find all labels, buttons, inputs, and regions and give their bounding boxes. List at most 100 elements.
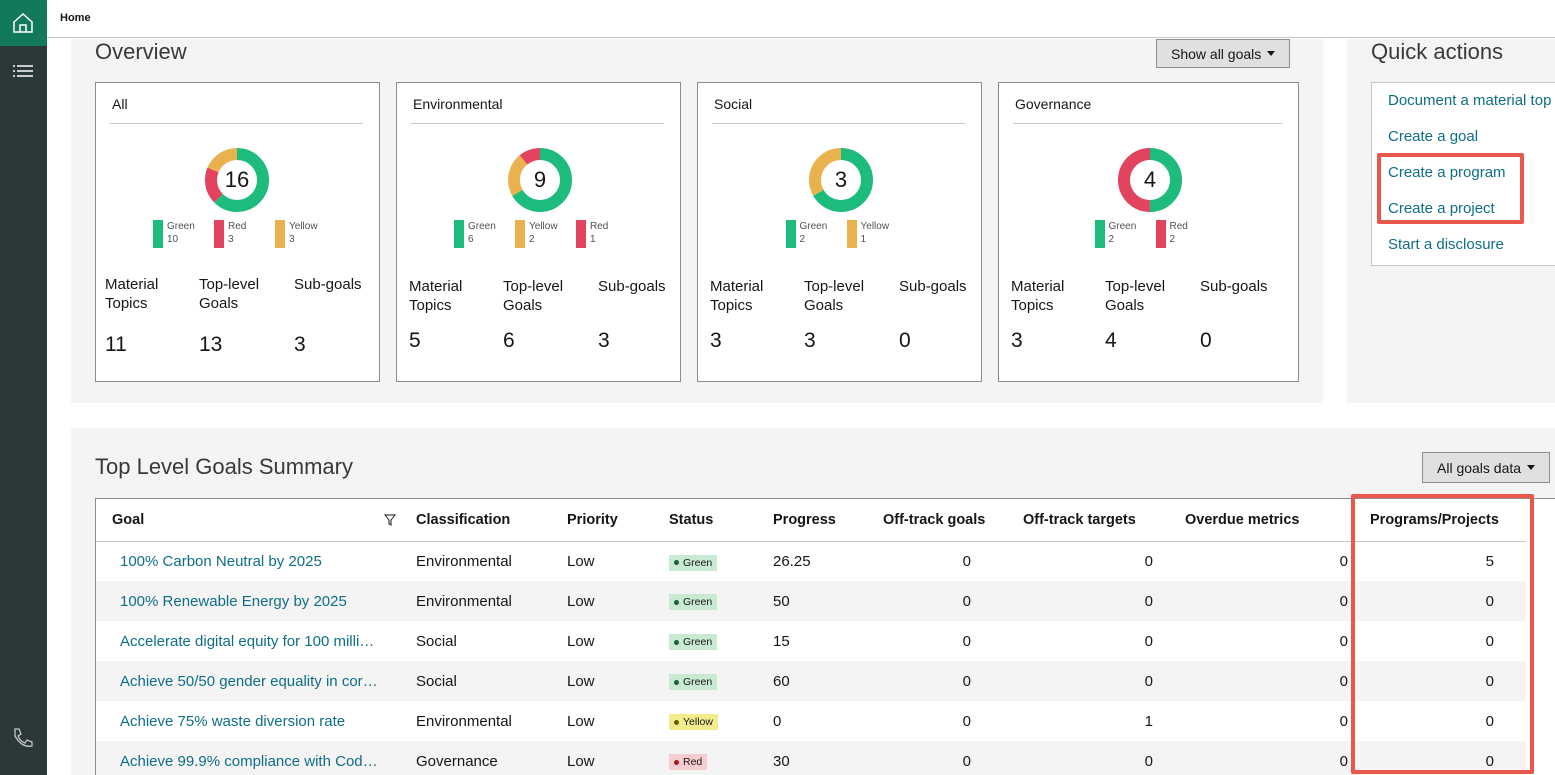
donut: 4: [1117, 148, 1182, 212]
table-cell: Green: [669, 541, 773, 581]
quick-action-link[interactable]: Create a program: [1388, 164, 1506, 181]
legend-name: Yellow: [860, 221, 890, 232]
stat-value: 6: [503, 329, 515, 352]
donut-total: 4: [1143, 167, 1155, 192]
legend: Green 6 Yellow 2 Red 1: [397, 220, 680, 248]
legend-item: Red 3: [214, 220, 261, 248]
phone-icon[interactable]: [0, 724, 47, 750]
table-cell: 0: [883, 581, 1023, 621]
card-divider: [1013, 123, 1282, 124]
quick-actions-title: Quick actions: [1371, 39, 1504, 64]
table-row: Achieve 75% waste diversion rate Environm…: [96, 701, 1526, 741]
column-header: Status: [669, 499, 773, 542]
cell-text: Governance: [416, 752, 498, 770]
highlight-box: [1351, 494, 1534, 774]
legend-count: 2: [529, 234, 535, 245]
quick-action-link[interactable]: Create a project: [1388, 200, 1495, 217]
cell-text: Low: [567, 752, 595, 770]
legend-count: 3: [228, 234, 234, 245]
quick-action-link[interactable]: Document a material top: [1388, 92, 1552, 109]
legend-swatch: [214, 220, 224, 248]
stat-label: Top-level Goals: [804, 278, 865, 314]
goal-link[interactable]: 100% Renewable Energy by 2025: [120, 592, 347, 610]
donut-total: 3: [834, 167, 846, 192]
goal-link[interactable]: Achieve 75% waste diversion rate: [120, 712, 346, 730]
table-cell: Low: [567, 621, 669, 661]
stat-value: 0: [1200, 329, 1212, 352]
donut: 9: [507, 148, 572, 212]
goal-link[interactable]: Achieve 99.9% compliance with Cod…: [120, 752, 378, 770]
quick-action-link[interactable]: Create a goal: [1388, 128, 1479, 145]
donut-segment: [808, 148, 873, 212]
filter-shape: [384, 514, 396, 526]
table-cell: 0: [1185, 661, 1348, 701]
filter-icon[interactable]: [384, 514, 396, 526]
stat-value: 3: [1011, 329, 1023, 352]
table-cell: 0: [773, 701, 883, 741]
status-badge: Green: [669, 594, 718, 611]
table-container: Goal Classification Priority Status Progress…: [95, 498, 1555, 775]
legend-text: Green 6: [468, 220, 496, 248]
cell-text: 0: [962, 752, 971, 770]
legend-swatch: [275, 220, 285, 248]
breadcrumb[interactable]: Home: [47, 0, 1555, 38]
goal-link[interactable]: 100% Carbon Neutral by 2025: [120, 552, 322, 570]
table-cell: Red: [669, 741, 773, 775]
table-cell: Green: [669, 621, 773, 661]
quick-actions-list: Document a material top Create a goal Crea…: [1371, 82, 1555, 266]
column-header: Overdue metrics: [1185, 499, 1348, 542]
table-cell: 30: [773, 741, 883, 775]
goal-card: Environmental 9 Green 6 Yellow 2 Red 1 Material …: [396, 82, 681, 382]
table-cell: Green: [669, 661, 773, 701]
legend-text: Red 2: [1170, 220, 1188, 248]
goal-link[interactable]: Achieve 50/50 gender equality in cor…: [120, 672, 378, 690]
cell-text: Social: [416, 632, 457, 650]
table-cell: 15: [773, 621, 883, 661]
cell-text: 15: [773, 632, 790, 650]
legend-name: Red: [228, 221, 247, 232]
table-cell: 0: [1185, 741, 1348, 775]
table-cell: Social: [416, 621, 567, 661]
cell-text: 5: [1485, 552, 1494, 570]
column-header: Off-track goals: [883, 499, 1023, 542]
quick-action-link[interactable]: Start a disclosure: [1388, 236, 1504, 253]
home-icon: [13, 12, 33, 33]
table-row: Achieve 99.9% compliance with Cod… Govern…: [96, 741, 1526, 775]
goal-card: All 16 Green 10 Red 3 Yellow 3 Material Topics 11…: [95, 82, 380, 382]
cell-text: 0: [773, 712, 782, 730]
status-badge: Green: [669, 634, 718, 651]
stat: Top-level Goals 13: [199, 275, 289, 356]
stat: Sub-goals 0: [1200, 277, 1290, 352]
stat-label: Sub-goals: [598, 278, 666, 295]
legend-item: Green 10: [153, 220, 200, 248]
card-divider: [712, 123, 965, 124]
legend-name: Green: [799, 221, 828, 232]
table-cell: 0: [883, 741, 1023, 775]
cell-text: 0: [1144, 632, 1153, 650]
table-cell: Low: [567, 701, 669, 741]
donut-total: 16: [224, 167, 248, 192]
cell-text: 0: [1485, 752, 1494, 770]
legend-name: Yellow: [289, 221, 318, 232]
home-nav[interactable]: [0, 0, 47, 46]
table-row: 100% Renewable Energy by 2025 Environment…: [96, 581, 1526, 621]
cell-text: 60: [773, 672, 790, 690]
column-label: Status: [669, 511, 714, 528]
table-cell: 0: [883, 701, 1023, 741]
quick-actions-panel: Quick actions Document a material top Cre…: [1347, 39, 1555, 403]
stat-label: Material Topics: [105, 276, 159, 312]
cell-text: Low: [567, 632, 595, 650]
goal-link[interactable]: Accelerate digital equity for 100 milli…: [120, 632, 375, 650]
table-row: Accelerate digital equity for 100 milli……: [96, 621, 1526, 661]
goals-data-button[interactable]: All goals data: [1422, 452, 1551, 483]
show-goals-button[interactable]: Show all goals: [1156, 39, 1291, 68]
donut-total: 9: [533, 167, 545, 192]
breadcrumb-text: Home: [60, 12, 91, 24]
cell-text: 0: [1144, 672, 1153, 690]
cell-text: 0: [962, 712, 971, 730]
list-icon[interactable]: [0, 58, 47, 84]
summary-title: Top Level Goals Summary: [95, 454, 353, 479]
donut: 3: [808, 148, 873, 212]
table-cell: 0: [1023, 661, 1185, 701]
